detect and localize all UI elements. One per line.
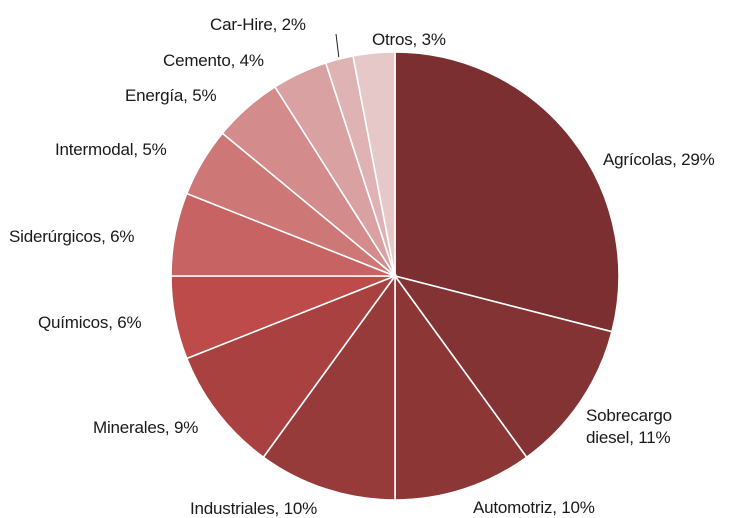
slice-label-1: Sobrecargo diesel, 11% [586, 406, 672, 447]
slice-label-0: Agrícolas, 29% [603, 150, 715, 169]
pie-slice-11 [352, 51, 396, 277]
pie-slice-2 [394, 273, 528, 501]
pie-slice-4 [185, 274, 398, 459]
slice-label-5: Químicos, 6% [38, 313, 141, 332]
pie-slice-0 [394, 51, 620, 333]
slice-label-11: Otros, 3% [372, 30, 446, 49]
slice-labels: Agrícolas, 29% Sobrecargo diesel, 11% Autom… [9, 15, 715, 518]
leader-lines [335, 33, 340, 58]
slice-label-3: Industriales, 10% [190, 499, 317, 518]
pie-slices [170, 51, 620, 501]
slice-label-7: Intermodal, 5% [55, 140, 167, 159]
slice-label-6: Siderúrgicos, 6% [9, 227, 134, 246]
slice-label-8: Energía, 5% [125, 86, 216, 105]
pie-slice-1 [393, 274, 613, 459]
slice-label-10: Car-Hire, 2% [210, 15, 306, 34]
slice-label-2: Automotriz, 10% [473, 498, 595, 517]
slice-label-4: Minerales, 9% [93, 418, 198, 437]
slice-label-9: Cemento, 4% [163, 51, 264, 70]
pie-slice-3 [262, 273, 396, 501]
leader-line-car-hire [335, 33, 340, 58]
